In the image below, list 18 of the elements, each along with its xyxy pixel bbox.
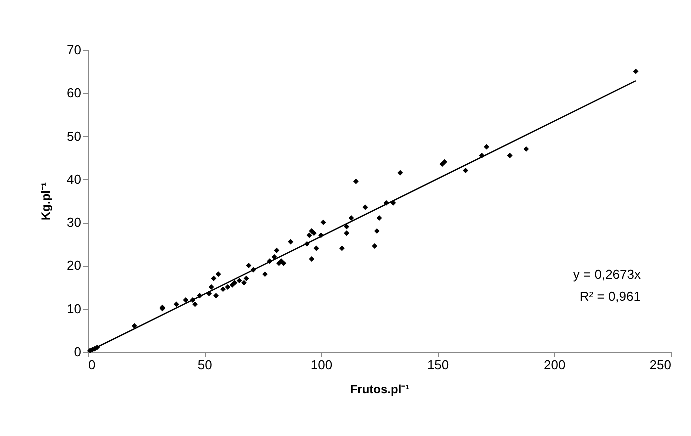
- y-tick-label: 20: [67, 258, 82, 274]
- x-tick-label: 0: [88, 358, 96, 372]
- x-tick-label: 200: [544, 358, 566, 372]
- x-tick-label: 50: [198, 358, 212, 372]
- x-tick-label: 100: [310, 358, 333, 372]
- y-tick-label: 50: [67, 128, 82, 144]
- y-tick-label: 30: [67, 215, 82, 230]
- y-tick-label: 10: [67, 301, 82, 316]
- annotation: R² = 0,961: [580, 288, 641, 304]
- x-tick-label: 250: [650, 358, 672, 372]
- y-tick-label: 70: [67, 42, 82, 58]
- y-axis-title: Kg.pl⁻¹: [39, 182, 54, 220]
- y-tick-label: 60: [67, 86, 82, 101]
- annotation: y = 0,2673x: [573, 266, 642, 282]
- x-axis-title: Frutos.pl⁻¹: [350, 382, 410, 396]
- x-tick-label: 150: [427, 358, 450, 372]
- y-tick-label: 0: [74, 344, 82, 360]
- y-tick-label: 40: [67, 172, 82, 187]
